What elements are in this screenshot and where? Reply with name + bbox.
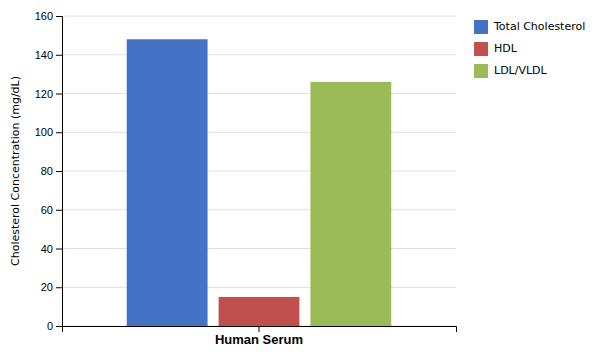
grid-line xyxy=(62,16,456,17)
legend-swatch xyxy=(474,42,488,56)
legend-item: Total Cholesterol xyxy=(474,20,585,34)
legend-item: HDL xyxy=(474,42,518,56)
grid-line xyxy=(62,171,456,172)
x-tick: Human Serum xyxy=(215,326,303,347)
y-tick-mark xyxy=(56,287,62,288)
legend-item: LDL/VLDL xyxy=(474,64,548,78)
legend-swatch xyxy=(474,64,488,78)
y-tick-label: 0 xyxy=(47,320,53,332)
y-tick: 20 xyxy=(41,281,62,293)
y-tick-mark xyxy=(56,326,62,327)
legend-label: Total Cholesterol xyxy=(493,20,585,33)
grid-line xyxy=(62,287,456,288)
bars xyxy=(127,39,392,326)
y-tick: 60 xyxy=(41,204,62,216)
bar xyxy=(310,82,391,326)
x-axis-line xyxy=(63,327,457,333)
x-tick-label: Human Serum xyxy=(215,332,303,347)
y-tick-label: 40 xyxy=(41,243,53,255)
x-axis: Human Serum xyxy=(63,326,457,347)
grid xyxy=(62,16,456,326)
legend: Total Cholesterol HDL LDL/VLDL xyxy=(474,20,585,78)
grid-line xyxy=(62,93,456,94)
y-tick: 80 xyxy=(41,165,62,177)
grid-line xyxy=(62,248,456,249)
y-tick-mark xyxy=(56,94,62,95)
y-tick: 140 xyxy=(35,49,62,61)
grid-line xyxy=(62,132,456,133)
y-tick: 160 xyxy=(35,10,62,22)
y-tick-mark xyxy=(56,132,62,133)
y-tick-label: 160 xyxy=(35,10,53,22)
y-tick: 0 xyxy=(47,320,62,332)
chart: 0 20 40 60 80 100 120 140 160 Human Serum Choleste… xyxy=(0,0,606,362)
y-tick: 100 xyxy=(35,126,62,138)
bar xyxy=(127,39,208,326)
y-tick-label: 120 xyxy=(35,88,53,100)
y-tick-mark xyxy=(56,210,62,211)
y-tick-mark xyxy=(56,55,62,56)
legend-label: HDL xyxy=(494,42,518,55)
y-tick: 40 xyxy=(41,243,62,255)
y-tick-mark xyxy=(56,171,62,172)
y-tick: 120 xyxy=(35,88,62,100)
x-tick-mark xyxy=(259,326,260,332)
y-tick-mark xyxy=(56,249,62,250)
y-tick-label: 140 xyxy=(35,49,53,61)
y-tick-mark xyxy=(56,16,62,17)
bar xyxy=(219,297,300,326)
y-tick-label: 60 xyxy=(41,204,53,216)
y-tick-label: 100 xyxy=(35,126,53,138)
y-tick-label: 80 xyxy=(41,165,53,177)
y-tick-label: 20 xyxy=(41,281,53,293)
legend-label: LDL/VLDL xyxy=(494,64,548,77)
grid-line xyxy=(62,54,456,55)
y-axis: 0 20 40 60 80 100 120 140 160 xyxy=(35,10,63,332)
legend-swatch xyxy=(474,20,488,34)
y-axis-title: Cholesterol Concentration (mg/dL) xyxy=(9,76,22,266)
y-axis-line xyxy=(56,17,63,327)
grid-line xyxy=(62,209,456,210)
plot: 0 20 40 60 80 100 120 140 160 Human Serum xyxy=(35,10,457,347)
